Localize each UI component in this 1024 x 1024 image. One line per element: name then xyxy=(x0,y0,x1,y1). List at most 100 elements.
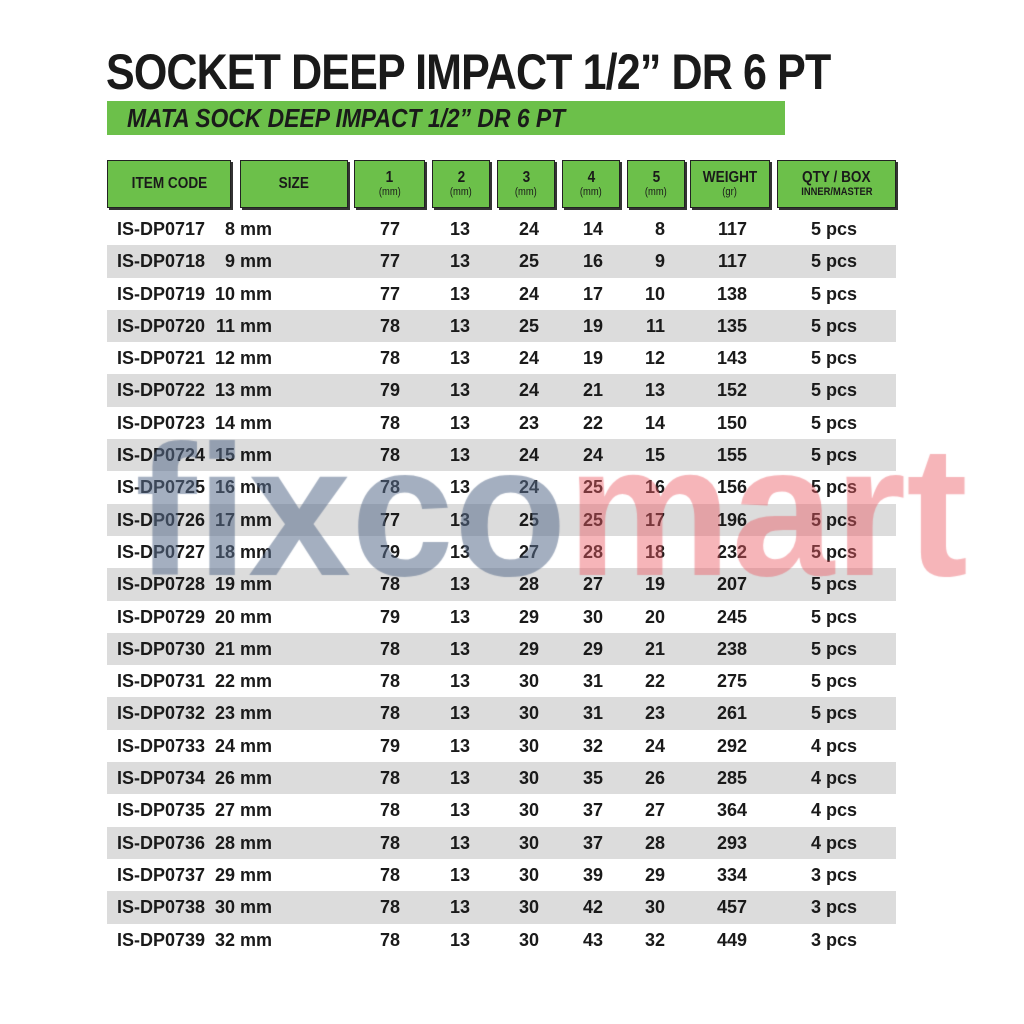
table-cell: 18 mm xyxy=(214,541,272,562)
table-cell: 13 xyxy=(449,897,470,918)
table-row: IS-DP0727 18 mm 79 13 27 28 18 232 5 pcs xyxy=(107,536,896,568)
table-cell: 13 xyxy=(449,509,470,530)
table-row: IS-DP0731 22 mm 78 13 30 31 22 275 5 pcs xyxy=(107,665,896,697)
table-row: IS-DP0732 23 mm 78 13 30 31 23 261 5 pcs xyxy=(107,697,896,730)
table-row: IS-DP0729 20 mm 79 13 29 30 20 245 5 pcs xyxy=(107,601,896,633)
table-cell: 19 xyxy=(644,574,665,595)
table-cell: 30 xyxy=(582,606,603,627)
table-row: IS-DP0724 15 mm 78 13 24 24 15 155 5 pcs xyxy=(107,439,896,472)
table-row: IS-DP0728 19 mm 78 13 28 27 19 207 5 pcs xyxy=(107,568,896,601)
table-cell: 78 xyxy=(379,703,400,724)
table-cell: IS-DP0724 xyxy=(117,445,206,466)
table-cell: 207 xyxy=(716,574,747,595)
table-row: IS-DP0735 27 mm 78 13 30 37 27 364 4 pcs xyxy=(107,794,896,826)
table-cell: 79 xyxy=(379,541,400,562)
table-cell: 3 pcs xyxy=(810,864,857,885)
column-header: ITEM CODE xyxy=(107,160,231,208)
table-row: IS-DP0738 30 mm 78 13 30 42 30 457 3 pcs xyxy=(107,891,896,924)
table-cell: 13 mm xyxy=(214,380,272,401)
table-cell: 78 xyxy=(379,897,400,918)
table-cell: 4 pcs xyxy=(810,800,857,821)
table-cell: 78 xyxy=(379,638,400,659)
table-row: IS-DP0736 28 mm 78 13 30 37 28 293 4 pcs xyxy=(107,826,896,859)
table-cell: 156 xyxy=(716,477,747,498)
spec-table-body: IS-DP0717 8 mm 77 13 24 14 8 117 5 pcs IS-DP0718 9… xyxy=(107,213,896,956)
column-header: 5 (mm) xyxy=(627,160,685,208)
table-cell: 15 xyxy=(644,445,665,466)
column-header: 4 (mm) xyxy=(562,160,620,208)
table-cell: 30 xyxy=(518,864,539,885)
table-cell: 30 xyxy=(518,897,539,918)
table-cell: 30 xyxy=(518,768,539,789)
table-row: IS-DP0721 12 mm 78 13 24 19 12 143 5 pcs xyxy=(107,342,896,374)
table-cell: 143 xyxy=(716,348,747,369)
table-cell: 155 xyxy=(716,445,747,466)
table-cell: IS-DP0717 xyxy=(117,219,206,239)
table-cell: 5 pcs xyxy=(810,283,857,304)
table-cell: 24 xyxy=(518,380,539,401)
table-cell: 19 xyxy=(582,348,603,369)
table-cell: 27 xyxy=(582,574,603,595)
table-cell: IS-DP0732 xyxy=(117,703,206,724)
table-cell: 13 xyxy=(449,832,470,853)
table-cell: 78 xyxy=(379,800,400,821)
table-cell: 5 pcs xyxy=(810,219,857,239)
table-cell: 17 xyxy=(582,283,603,304)
table-cell: 13 xyxy=(449,477,470,498)
table-cell: 25 xyxy=(518,315,539,336)
table-cell: 17 mm xyxy=(214,509,272,530)
column-header-label: 3 xyxy=(522,168,530,186)
table-row: IS-DP0722 13 mm 79 13 24 21 13 152 5 pcs xyxy=(107,374,896,407)
table-cell: 21 xyxy=(644,638,665,659)
table-cell: 8 xyxy=(654,219,665,239)
table-row: IS-DP0726 17 mm 77 13 25 25 17 196 5 pcs xyxy=(107,503,896,536)
table-cell: 13 xyxy=(449,703,470,724)
table-cell: IS-DP0729 xyxy=(117,606,206,627)
column-header: QTY / BOX INNER/MASTER xyxy=(777,160,896,208)
table-cell: 32 xyxy=(582,735,603,756)
table-cell: 13 xyxy=(449,929,470,950)
table-cell: 20 mm xyxy=(214,606,272,627)
table-cell: 30 xyxy=(644,897,665,918)
table-cell: 13 xyxy=(449,251,470,272)
table-cell: 22 xyxy=(582,412,603,433)
table-cell: 78 xyxy=(379,929,400,950)
table-cell: 12 xyxy=(644,348,665,369)
table-cell: 5 pcs xyxy=(810,509,857,530)
table-cell: 5 pcs xyxy=(810,315,857,336)
table-cell: IS-DP0734 xyxy=(117,768,206,789)
column-header-label: 2 xyxy=(457,168,465,186)
subtitle-banner: MATA SOCK DEEP IMPACT 1/2” DR 6 PT xyxy=(107,101,785,135)
table-cell: 24 xyxy=(518,219,539,239)
table-cell: 42 xyxy=(582,897,603,918)
table-cell: 13 xyxy=(449,768,470,789)
table-cell: 150 xyxy=(716,412,747,433)
table-cell: 457 xyxy=(716,897,747,918)
table-cell: 37 xyxy=(582,800,603,821)
table-cell: 79 xyxy=(379,606,400,627)
table-cell: 37 xyxy=(582,832,603,853)
table-cell: 78 xyxy=(379,671,400,692)
table-cell: 10 xyxy=(644,283,665,304)
page-title: SOCKET DEEP IMPACT 1/2” DR 6 PT xyxy=(106,44,831,100)
column-header-unit: (mm) xyxy=(378,185,401,198)
table-cell: 9 xyxy=(654,251,665,272)
table-cell: 24 xyxy=(518,477,539,498)
table-cell: 21 mm xyxy=(214,638,272,659)
table-cell: 25 xyxy=(582,477,603,498)
table-cell: 13 xyxy=(449,315,470,336)
table-cell: 22 mm xyxy=(214,671,272,692)
table-cell: 77 xyxy=(379,509,400,530)
table-cell: 5 pcs xyxy=(810,380,857,401)
table-cell: 5 pcs xyxy=(810,606,857,627)
table-cell: 32 mm xyxy=(214,929,272,950)
column-header-label: QTY / BOX xyxy=(802,168,871,186)
subtitle: MATA SOCK DEEP IMPACT 1/2” DR 6 PT xyxy=(127,103,566,133)
table-cell: 5 pcs xyxy=(810,638,857,659)
table-cell: 20 xyxy=(644,606,665,627)
table-cell: IS-DP0735 xyxy=(117,800,206,821)
table-cell: 79 xyxy=(379,380,400,401)
table-cell: 27 mm xyxy=(214,800,272,821)
table-cell: 275 xyxy=(716,671,747,692)
